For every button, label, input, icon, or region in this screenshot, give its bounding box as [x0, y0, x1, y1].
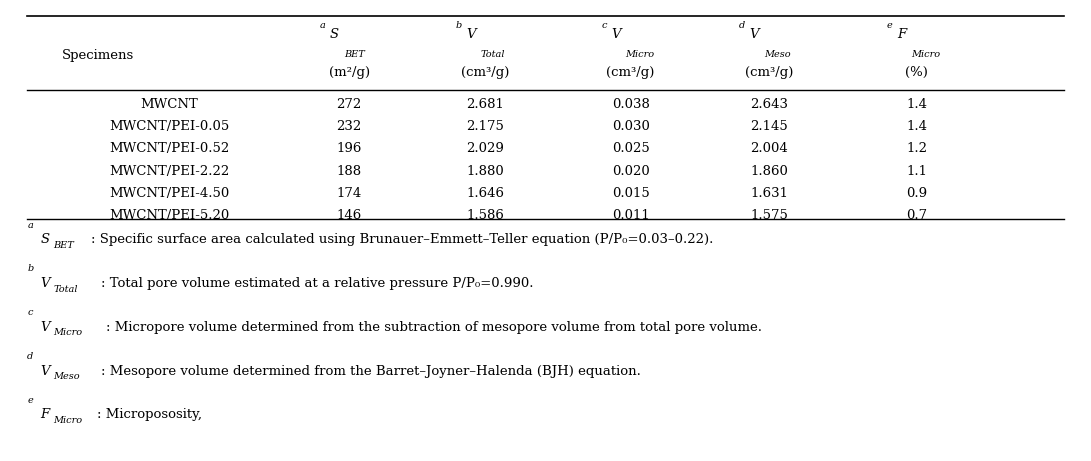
Text: Specimens: Specimens	[62, 49, 134, 62]
Text: MWCNT/PEI-0.52: MWCNT/PEI-0.52	[109, 142, 229, 155]
Text: BET: BET	[344, 49, 364, 59]
Text: 1.575: 1.575	[751, 209, 788, 222]
Text: 2.004: 2.004	[751, 142, 788, 155]
Text: MWCNT/PEI-4.50: MWCNT/PEI-4.50	[109, 187, 229, 200]
Text: 232: 232	[336, 120, 362, 133]
Text: 0.9: 0.9	[906, 187, 927, 200]
Text: Micro: Micro	[53, 416, 83, 425]
Text: Meso: Meso	[53, 372, 80, 381]
Text: MWCNT: MWCNT	[141, 98, 197, 111]
Text: Total: Total	[53, 284, 77, 294]
Text: 2.175: 2.175	[467, 120, 504, 133]
Text: Meso: Meso	[764, 49, 790, 59]
Text: MWCNT/PEI-2.22: MWCNT/PEI-2.22	[109, 165, 229, 177]
Text: b: b	[27, 264, 34, 273]
Text: : Micropososity,: : Micropososity,	[97, 408, 202, 421]
Text: c: c	[601, 21, 607, 30]
Text: BET: BET	[53, 241, 74, 250]
Text: e: e	[27, 396, 33, 405]
Text: : Total pore volume estimated at a relative pressure P/P₀=0.990.: : Total pore volume estimated at a relat…	[101, 277, 533, 290]
Text: 1.646: 1.646	[467, 187, 504, 200]
Text: V: V	[611, 29, 621, 41]
Text: 1.1: 1.1	[906, 165, 927, 177]
Text: 0.025: 0.025	[612, 142, 649, 155]
Text: 1.4: 1.4	[906, 98, 927, 111]
Text: 1.880: 1.880	[467, 165, 504, 177]
Text: V: V	[466, 29, 476, 41]
Text: V: V	[40, 321, 50, 334]
Text: (cm³/g): (cm³/g)	[745, 66, 793, 79]
Text: S: S	[329, 29, 338, 41]
Text: a: a	[27, 220, 33, 230]
Text: a: a	[320, 21, 325, 30]
Text: Total: Total	[480, 49, 504, 59]
Text: : Mesopore volume determined from the Barret–Joyner–Halenda (BJH) equation.: : Mesopore volume determined from the Ba…	[101, 365, 642, 378]
Text: c: c	[27, 308, 33, 317]
Text: d: d	[739, 21, 745, 30]
Text: 2.145: 2.145	[751, 120, 788, 133]
Text: 0.011: 0.011	[612, 209, 649, 222]
Text: 1.2: 1.2	[906, 142, 927, 155]
Text: 2.681: 2.681	[467, 98, 504, 111]
Text: (m²/g): (m²/g)	[328, 66, 370, 79]
Text: 1.4: 1.4	[906, 120, 927, 133]
Text: d: d	[27, 352, 34, 361]
Text: 0.020: 0.020	[612, 165, 649, 177]
Text: 0.015: 0.015	[612, 187, 649, 200]
Text: 1.631: 1.631	[751, 187, 788, 200]
Text: (cm³/g): (cm³/g)	[461, 66, 509, 79]
Text: 0.038: 0.038	[612, 98, 649, 111]
Text: MWCNT/PEI-5.20: MWCNT/PEI-5.20	[109, 209, 229, 222]
Text: S: S	[40, 233, 49, 246]
Text: Micro: Micro	[911, 49, 940, 59]
Text: V: V	[40, 365, 50, 378]
Text: 2.643: 2.643	[751, 98, 788, 111]
Text: : Specific surface area calculated using Brunauer–Emmett–Teller equation (P/P₀=0: : Specific surface area calculated using…	[91, 233, 712, 246]
Text: 272: 272	[336, 98, 362, 111]
Text: : Micropore volume determined from the subtraction of mesopore volume from total: : Micropore volume determined from the s…	[106, 321, 762, 334]
Text: V: V	[750, 29, 759, 41]
Text: b: b	[455, 21, 461, 30]
Text: 196: 196	[336, 142, 362, 155]
Text: 174: 174	[336, 187, 362, 200]
Text: Micro: Micro	[625, 49, 655, 59]
Text: V: V	[40, 277, 50, 290]
Text: e: e	[887, 21, 892, 30]
Text: Micro: Micro	[53, 328, 83, 337]
Text: (%): (%)	[906, 66, 927, 79]
Text: 146: 146	[336, 209, 362, 222]
Text: 2.029: 2.029	[467, 142, 504, 155]
Text: (cm³/g): (cm³/g)	[607, 66, 655, 79]
Text: F: F	[897, 29, 906, 41]
Text: 1.860: 1.860	[751, 165, 788, 177]
Text: MWCNT/PEI-0.05: MWCNT/PEI-0.05	[109, 120, 229, 133]
Text: 188: 188	[336, 165, 362, 177]
Text: 0.7: 0.7	[906, 209, 927, 222]
Text: 1.586: 1.586	[467, 209, 504, 222]
Text: F: F	[40, 408, 49, 421]
Text: 0.030: 0.030	[612, 120, 649, 133]
